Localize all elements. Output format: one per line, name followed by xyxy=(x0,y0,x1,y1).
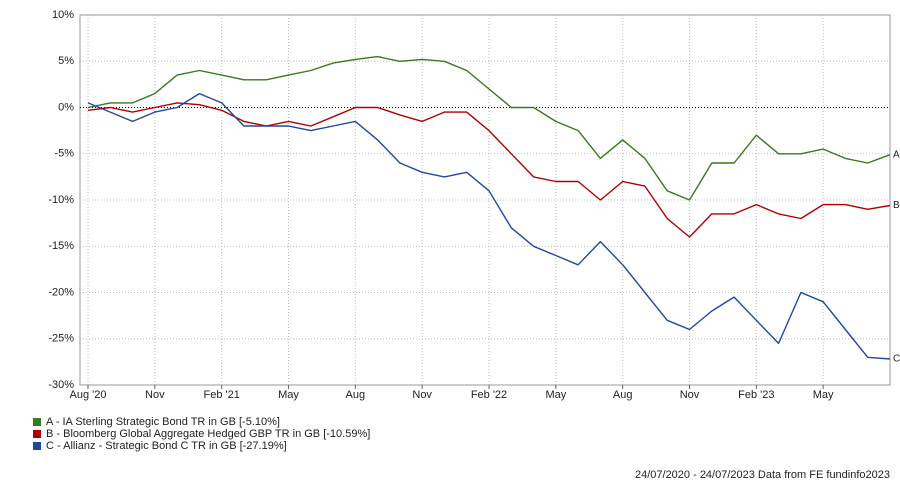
x-tick-label: Feb '23 xyxy=(738,389,774,401)
x-tick-label: Aug '20 xyxy=(70,389,107,401)
legend-label: A - IA Sterling Strategic Bond TR in GB … xyxy=(46,416,280,428)
y-tick-label: 5% xyxy=(58,55,74,67)
legend-label: B - Bloomberg Global Aggregate Hedged GB… xyxy=(46,428,370,440)
y-tick-label: -10% xyxy=(48,194,74,206)
series-line xyxy=(87,92,891,360)
x-tick-label: Nov xyxy=(412,389,432,401)
series-line xyxy=(87,55,891,201)
y-tick-label: -30% xyxy=(48,379,74,391)
x-tick-label: May xyxy=(813,389,834,401)
x-tick-label: Nov xyxy=(145,389,165,401)
y-tick-label: -20% xyxy=(48,286,74,298)
y-tick-label: -15% xyxy=(48,240,74,252)
end-label: A xyxy=(893,149,900,160)
x-tick-label: May xyxy=(278,389,299,401)
legend-swatch xyxy=(33,418,41,426)
x-tick-label: Aug xyxy=(346,389,366,401)
footer: 24/07/2020 - 24/07/2023 Data from FE fun… xyxy=(635,469,890,481)
y-tick-label: -25% xyxy=(48,333,74,345)
end-label: B xyxy=(893,200,900,211)
x-tick-label: Nov xyxy=(680,389,700,401)
legend-swatch xyxy=(33,442,41,450)
x-tick-label: Feb '22 xyxy=(471,389,507,401)
y-tick-label: 0% xyxy=(58,101,74,113)
y-tick-label: -5% xyxy=(54,148,74,160)
x-tick-label: May xyxy=(545,389,566,401)
x-tick-label: Aug xyxy=(613,389,633,401)
x-tick-label: Feb '21 xyxy=(203,389,239,401)
y-tick-label: 10% xyxy=(52,9,74,21)
legend-label: C - Allianz - Strategic Bond C TR in GB … xyxy=(46,440,287,452)
end-label: C xyxy=(893,354,900,365)
legend-swatch xyxy=(33,430,41,438)
series-line xyxy=(87,102,891,238)
